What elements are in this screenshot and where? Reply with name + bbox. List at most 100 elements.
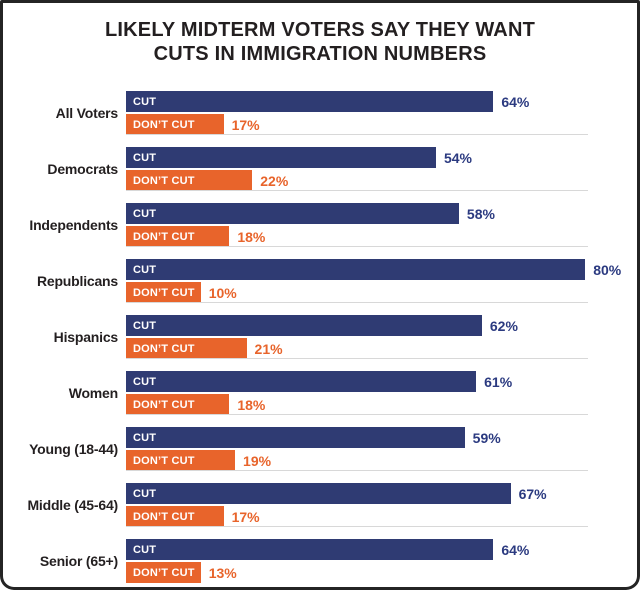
dont-cut-bar: DON’T CUT xyxy=(126,226,230,247)
group-separator xyxy=(126,246,588,247)
bar-pair: CUT 62% DON’T CUT 21% xyxy=(126,315,637,359)
bar-pair: CUT 64% DON’T CUT 17% xyxy=(126,91,637,135)
bar-pair: CUT 64% DON’T CUT 13% xyxy=(126,539,637,583)
cut-bar-line: CUT 62% xyxy=(126,315,637,336)
cut-bar-label: CUT xyxy=(133,319,157,332)
dont-cut-bar: DON’T CUT xyxy=(126,450,236,471)
group-separator xyxy=(126,470,588,471)
group-separator xyxy=(126,302,588,303)
cut-bar-label: CUT xyxy=(133,431,157,444)
bar-pair: CUT 61% DON’T CUT 18% xyxy=(126,371,637,415)
dont-cut-value-label: 13% xyxy=(208,564,237,581)
dont-cut-bar-label: DON’T CUT xyxy=(133,174,195,187)
bar-pair: CUT 80% DON’T CUT 10% xyxy=(126,259,637,303)
cut-bar-line: CUT 64% xyxy=(126,91,637,112)
bar-group: Democrats CUT 54% DON’T CUT 22% xyxy=(3,141,637,197)
dont-cut-value-label: 17% xyxy=(231,116,260,133)
dont-cut-bar: DON’T CUT xyxy=(126,506,224,527)
bar-chart: All Voters CUT 64% DON’T CUT 17% Democra… xyxy=(3,85,637,587)
dont-cut-value-label: 10% xyxy=(208,284,237,301)
cut-bar-line: CUT 61% xyxy=(126,371,637,392)
cut-bar-label: CUT xyxy=(133,543,157,556)
dont-cut-bar-label: DON’T CUT xyxy=(133,286,195,299)
cut-value-label: 61% xyxy=(484,373,513,390)
cut-value-label: 59% xyxy=(472,429,501,446)
cut-bar-line: CUT 54% xyxy=(126,147,637,168)
dont-cut-bar-line: DON’T CUT 21% xyxy=(126,338,637,359)
cut-value-label: 62% xyxy=(489,317,518,334)
cut-value-label: 64% xyxy=(501,93,530,110)
cut-bar: CUT xyxy=(126,91,494,112)
dont-cut-value-label: 21% xyxy=(254,340,283,357)
cut-bar: CUT xyxy=(126,147,436,168)
category-label: Women xyxy=(68,385,119,401)
category-label: Independents xyxy=(29,217,118,233)
category-label: Young (18-44) xyxy=(29,441,118,457)
dont-cut-bar: DON’T CUT xyxy=(126,338,247,359)
chart-title-line2: CUTS IN IMMIGRATION NUMBERS xyxy=(153,43,487,66)
dont-cut-value-label: 19% xyxy=(243,452,272,469)
group-separator xyxy=(126,134,588,135)
cut-bar-line: CUT 64% xyxy=(126,539,637,560)
dont-cut-bar-line: DON’T CUT 17% xyxy=(126,114,637,135)
dont-cut-bar-label: DON’T CUT xyxy=(133,118,195,131)
category-label: Democrats xyxy=(47,161,118,177)
bar-group: Republicans CUT 80% DON’T CUT 10% xyxy=(3,253,637,309)
dont-cut-value-label: 18% xyxy=(237,396,266,413)
bar-group: Middle (45-64) CUT 67% DON’T CUT 17% xyxy=(3,477,637,533)
cut-bar-label: CUT xyxy=(133,207,157,220)
cut-value-label: 54% xyxy=(443,149,472,166)
dont-cut-bar-line: DON’T CUT 10% xyxy=(126,282,637,303)
group-separator xyxy=(126,526,588,527)
cut-bar-line: CUT 80% xyxy=(126,259,637,280)
cut-bar: CUT xyxy=(126,539,494,560)
dont-cut-bar: DON’T CUT xyxy=(126,114,224,135)
dont-cut-bar-line: DON’T CUT 18% xyxy=(126,226,637,247)
group-separator xyxy=(126,414,588,415)
group-separator xyxy=(126,358,588,359)
group-separator xyxy=(126,190,588,191)
cut-bar: CUT xyxy=(126,483,511,504)
dont-cut-bar-label: DON’T CUT xyxy=(133,398,195,411)
cut-value-label: 64% xyxy=(501,541,530,558)
bar-pair: CUT 58% DON’T CUT 18% xyxy=(126,203,637,247)
category-label: Senior (65+) xyxy=(39,553,118,569)
dont-cut-bar-line: DON’T CUT 13% xyxy=(126,562,637,583)
cut-bar: CUT xyxy=(126,427,465,448)
cut-value-label: 67% xyxy=(518,485,547,502)
category-label: Middle (45-64) xyxy=(27,497,118,513)
category-label: Republicans xyxy=(36,273,118,289)
cut-bar-label: CUT xyxy=(133,151,157,164)
cut-value-label: 58% xyxy=(466,205,495,222)
cut-bar-line: CUT 67% xyxy=(126,483,637,504)
cut-bar-label: CUT xyxy=(133,375,157,388)
category-label: All Voters xyxy=(55,105,119,121)
category-label: Hispanics xyxy=(53,329,119,345)
dont-cut-bar-line: DON’T CUT 17% xyxy=(126,506,637,527)
bar-group: Hispanics CUT 62% DON’T CUT 21% xyxy=(3,309,637,365)
cut-bar-line: CUT 59% xyxy=(126,427,637,448)
dont-cut-value-label: 18% xyxy=(237,228,266,245)
bar-group: Young (18-44) CUT 59% DON’T CUT 19% xyxy=(3,421,637,477)
dont-cut-bar-line: DON’T CUT 18% xyxy=(126,394,637,415)
dont-cut-bar-label: DON’T CUT xyxy=(133,454,195,467)
dont-cut-bar: DON’T CUT xyxy=(126,282,201,303)
cut-bar: CUT xyxy=(126,315,482,336)
dont-cut-bar-line: DON’T CUT 19% xyxy=(126,450,637,471)
bar-pair: CUT 54% DON’T CUT 22% xyxy=(126,147,637,191)
dont-cut-bar-line: DON’T CUT 22% xyxy=(126,170,637,191)
dont-cut-bar-label: DON’T CUT xyxy=(133,342,195,355)
cut-bar-label: CUT xyxy=(133,487,157,500)
cut-bar-line: CUT 58% xyxy=(126,203,637,224)
cut-bar: CUT xyxy=(126,259,586,280)
bar-group: All Voters CUT 64% DON’T CUT 17% xyxy=(3,85,637,141)
bar-group: Women CUT 61% DON’T CUT 18% xyxy=(3,365,637,421)
cut-value-label: 80% xyxy=(593,261,622,278)
dont-cut-bar-label: DON’T CUT xyxy=(133,230,195,243)
dont-cut-bar: DON’T CUT xyxy=(126,170,253,191)
dont-cut-bar: DON’T CUT xyxy=(126,394,230,415)
dont-cut-bar-label: DON’T CUT xyxy=(133,566,195,579)
dont-cut-value-label: 17% xyxy=(231,508,260,525)
dont-cut-value-label: 22% xyxy=(260,172,289,189)
